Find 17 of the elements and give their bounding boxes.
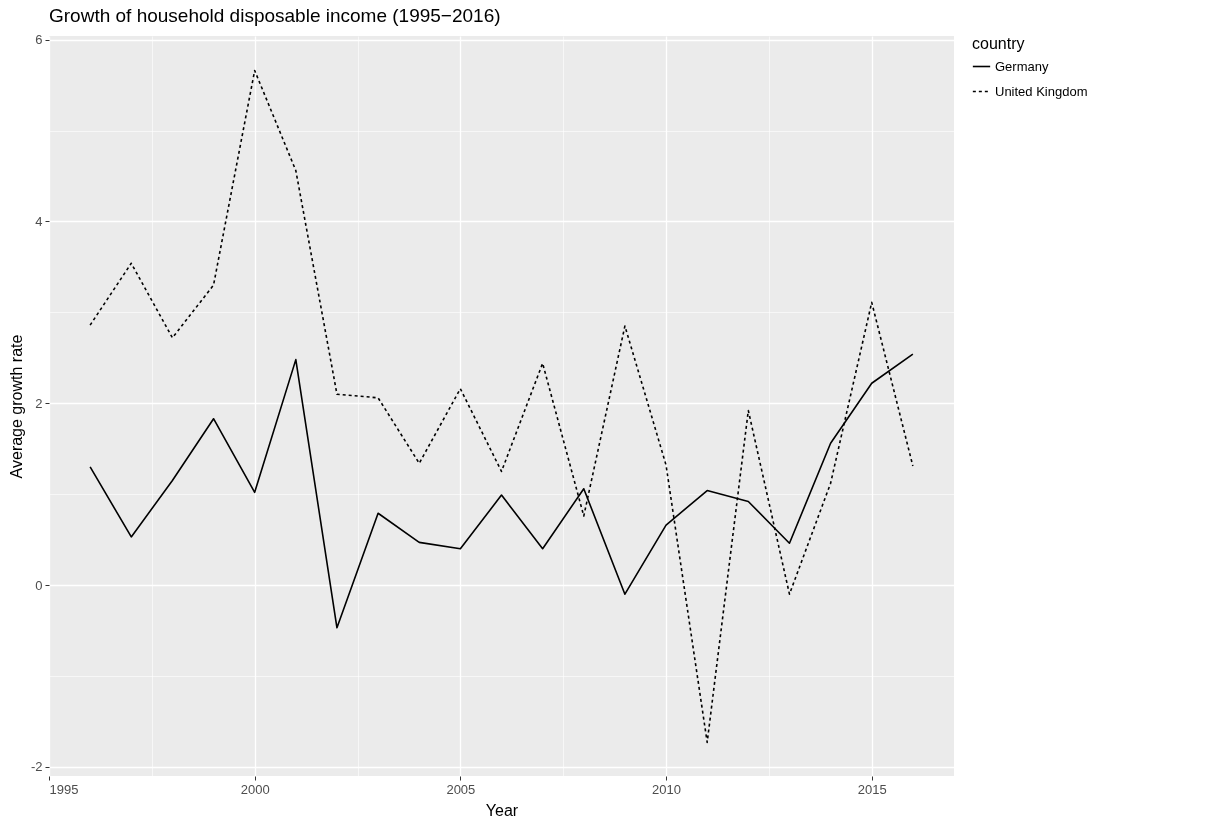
x-tick-label: 2005 bbox=[446, 781, 476, 797]
y-tick-label: 6 bbox=[35, 32, 43, 48]
chart-title: Growth of household disposable income (1995−2016) bbox=[49, 4, 501, 26]
y-axis-title: Average growth rate bbox=[7, 334, 25, 479]
x-tick-label: 2010 bbox=[652, 781, 682, 797]
y-tick-label: 4 bbox=[35, 213, 43, 229]
x-tick-label: 1995 bbox=[49, 781, 79, 797]
legend-label: Germany bbox=[995, 58, 1049, 74]
y-tick-label: 0 bbox=[35, 577, 43, 593]
y-tick-label: 2 bbox=[35, 395, 43, 411]
y-tick-label: -2 bbox=[30, 759, 43, 775]
legend-label: United Kingdom bbox=[995, 83, 1088, 99]
line-series bbox=[89, 69, 914, 744]
x-axis-title: Year bbox=[485, 801, 519, 819]
x-tick-label: 2015 bbox=[857, 781, 887, 797]
legend-title: country bbox=[972, 35, 1025, 52]
x-tick-label: 2000 bbox=[240, 781, 270, 797]
